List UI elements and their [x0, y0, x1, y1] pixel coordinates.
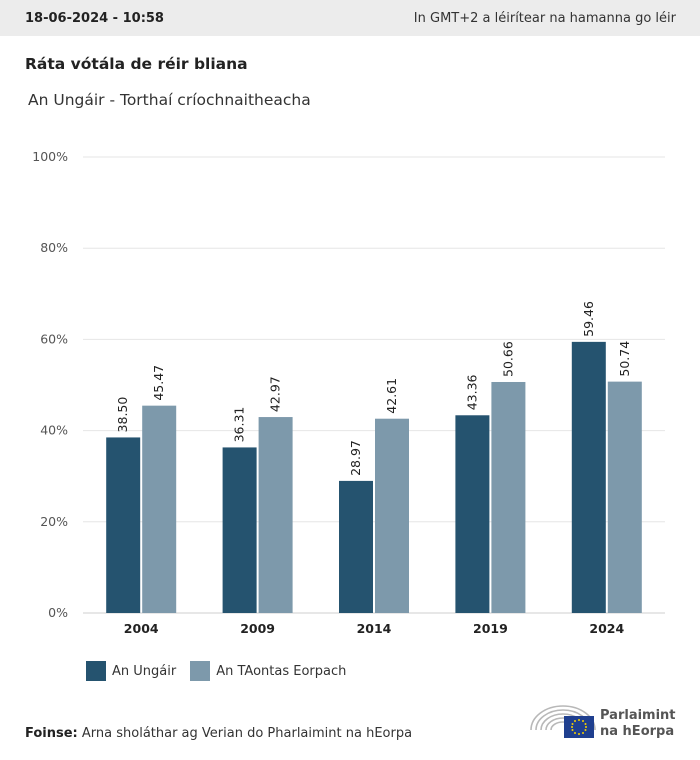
y-tick-label: 80%	[40, 240, 68, 255]
bar	[258, 417, 293, 613]
y-tick-label: 0%	[48, 605, 68, 620]
bar-value-label: 50.66	[500, 341, 515, 377]
bar	[106, 437, 141, 613]
bar	[339, 480, 373, 613]
x-tick-label: 2009	[240, 621, 275, 636]
timezone-note: In GMT+2 a léirítear na hamanna go léir	[413, 10, 676, 26]
chart-title: Ráta vótála de réir bliana	[25, 55, 248, 73]
bar-value-label: 43.36	[464, 374, 479, 410]
legend-item-eu[interactable]: An TAontas Eorpach	[190, 661, 346, 681]
ep-logo-line2: na hEorpa	[600, 724, 675, 739]
bar-value-label: 36.31	[232, 407, 247, 443]
top-bar: 18-06-2024 - 10:58 In GMT+2 a léirítear …	[0, 0, 700, 36]
bar	[455, 415, 490, 613]
bar-value-label: 45.47	[151, 365, 166, 401]
legend-item-hungary[interactable]: An Ungáir	[86, 661, 176, 681]
bar-value-label: 42.97	[268, 376, 283, 412]
y-tick-label: 40%	[40, 423, 68, 438]
x-tick-label: 2014	[357, 621, 392, 636]
bar-value-label: 42.61	[384, 378, 399, 414]
bar-value-label: 50.74	[617, 341, 632, 377]
y-tick-label: 60%	[40, 331, 68, 346]
y-tick-label: 100%	[32, 149, 68, 164]
legend-swatch-eu	[190, 661, 211, 681]
legend-swatch-hungary	[86, 661, 106, 681]
ep-logo: Parlaimint na hEorpa	[528, 700, 678, 742]
x-tick-label: 2004	[124, 621, 159, 636]
european-parliament-hemicycle-icon	[530, 705, 596, 738]
legend-label-hungary: An Ungáir	[112, 663, 177, 679]
bar	[375, 418, 409, 613]
bar-value-label: 38.50	[115, 397, 130, 433]
legend-label-eu: An TAontas Eorpach	[216, 663, 347, 679]
bar	[571, 341, 606, 613]
x-tick-label: 2024	[589, 621, 624, 636]
bar	[222, 447, 257, 613]
bar	[607, 381, 642, 613]
ep-logo-line1: Parlaimint	[600, 708, 676, 723]
x-tick-label: 2019	[473, 621, 508, 636]
source-label: Foinse:	[25, 726, 78, 741]
bar-chart: 0% 20% 40% 60% 80% 100% 38.50 45.47 2004 36.31 42.…	[32, 149, 665, 636]
bar-value-label: 28.97	[348, 440, 363, 476]
chart-subtitle: An Ungáir - Torthaí críochnaitheacha	[28, 91, 311, 109]
source-text: Arna sholáthar ag Verian do Pharlaimint …	[81, 726, 413, 741]
ep-logo-text: Parlaimint na hEorpa	[600, 708, 676, 740]
legend: An Ungáir An TAontas Eorpach	[86, 661, 360, 681]
y-tick-label: 20%	[40, 514, 68, 529]
bar	[491, 381, 526, 613]
timestamp: 18-06-2024 - 10:58	[25, 10, 164, 26]
bar-value-label: 59.46	[581, 301, 596, 337]
bar	[142, 405, 177, 613]
source-note: Foinse: Arna sholáthar ag Verian do Phar…	[25, 726, 412, 741]
